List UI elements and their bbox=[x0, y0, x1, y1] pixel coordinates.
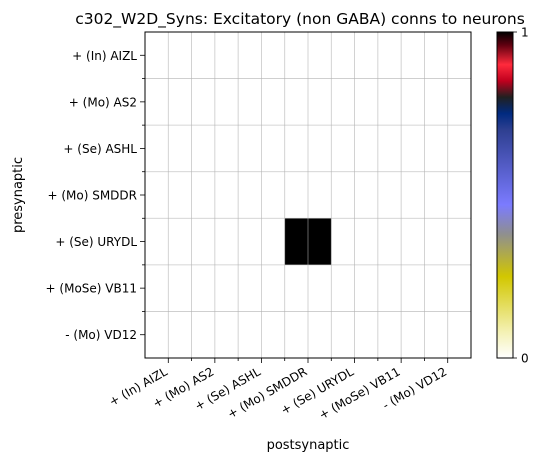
chart-title: c302_W2D_Syns: Excitatory (non GABA) con… bbox=[75, 10, 525, 29]
colorbar-tick-label: 0 bbox=[521, 352, 529, 366]
colorbar-ticks: 01 bbox=[513, 26, 529, 366]
grid-lines bbox=[145, 32, 471, 358]
colorbar-tick-label: 1 bbox=[521, 26, 529, 40]
colorbar bbox=[496, 31, 514, 359]
y-tick-label: + (Se) ASHL bbox=[63, 142, 137, 156]
x-axis-label: postsynaptic bbox=[267, 438, 350, 453]
y-tick-label: - (Mo) VD12 bbox=[65, 328, 137, 342]
x-tick-label: + (Mo) SMDDR bbox=[225, 364, 310, 421]
y-tick-label: + (In) AIZL bbox=[72, 49, 137, 63]
y-tick-label: + (Se) URYDL bbox=[55, 235, 137, 249]
y-axis-ticks: + (In) AIZL + (Mo) AS2 + (Se) ASHL + (Mo) S… bbox=[46, 49, 145, 342]
x-tick-label: + (MoSe) VB11 bbox=[316, 364, 402, 422]
y-tick-label: + (MoSe) VB11 bbox=[46, 282, 137, 296]
y-axis-label: presynaptic bbox=[11, 157, 26, 233]
y-tick-label: + (Mo) SMDDR bbox=[47, 189, 137, 203]
y-tick-label: + (Mo) AS2 bbox=[69, 95, 137, 109]
x-axis-ticks: + (In) AIZL+ (Mo) AS2+ (Se) ASHL+ (Mo) S… bbox=[107, 358, 449, 422]
